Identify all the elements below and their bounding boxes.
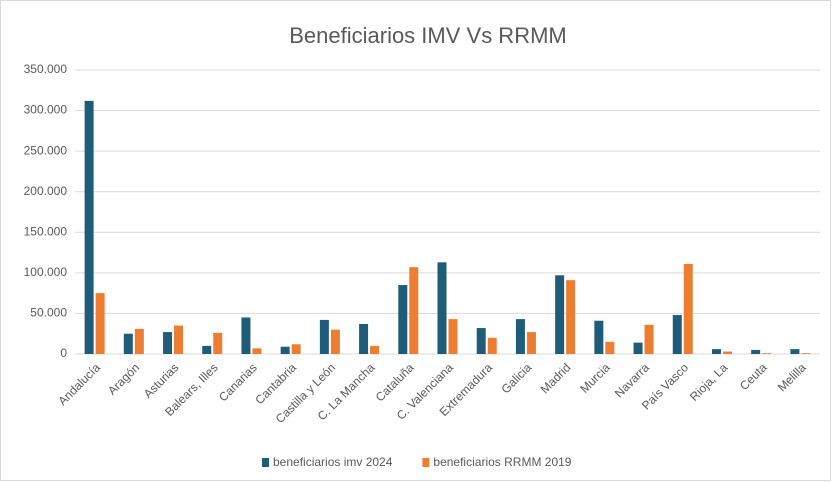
y-tick-label: 50.000 <box>30 306 67 320</box>
bar <box>722 351 732 354</box>
bar <box>134 328 144 354</box>
bar <box>476 328 486 354</box>
bar <box>252 348 262 354</box>
bar <box>594 320 604 354</box>
bar <box>370 345 380 354</box>
bar <box>437 262 447 354</box>
y-tick-label: 350.000 <box>24 62 68 76</box>
bar <box>280 346 290 354</box>
bar <box>790 349 800 354</box>
bar <box>84 100 94 354</box>
legend-label: beneficiarios imv 2024 <box>273 455 393 469</box>
bar <box>174 325 184 354</box>
bar <box>751 349 761 354</box>
bar <box>487 337 497 354</box>
bar <box>409 267 419 354</box>
y-tick-label: 300.000 <box>24 103 68 117</box>
bar <box>801 353 811 354</box>
bar <box>448 319 458 354</box>
y-tick-label: 100.000 <box>24 265 68 279</box>
bar <box>398 285 408 354</box>
y-tick-label: 250.000 <box>24 143 68 157</box>
bar <box>163 332 173 354</box>
bar <box>672 315 682 354</box>
bar <box>711 349 721 354</box>
legend-swatch <box>422 458 430 467</box>
legend-swatch <box>262 458 269 467</box>
bar <box>515 319 525 354</box>
bar <box>95 293 105 354</box>
bar <box>291 344 301 354</box>
bar <box>633 342 643 354</box>
bar <box>123 333 133 354</box>
bar <box>566 280 576 354</box>
bar <box>683 263 693 354</box>
y-tick-label: 0 <box>60 346 67 360</box>
bar <box>762 353 772 354</box>
bar <box>213 332 223 354</box>
bar <box>202 345 212 354</box>
bar <box>359 323 369 354</box>
bar <box>241 317 251 354</box>
bar <box>330 329 340 354</box>
bar <box>555 275 565 354</box>
bar <box>644 324 654 354</box>
bar <box>526 332 536 354</box>
chart-title: Beneficiarios IMV Vs RRMM <box>289 23 567 48</box>
y-tick-label: 150.000 <box>24 224 68 238</box>
bar <box>319 319 329 354</box>
legend-label: beneficiarios RRMM 2019 <box>433 455 571 469</box>
y-tick-label: 200.000 <box>24 184 68 198</box>
bar <box>605 341 615 354</box>
